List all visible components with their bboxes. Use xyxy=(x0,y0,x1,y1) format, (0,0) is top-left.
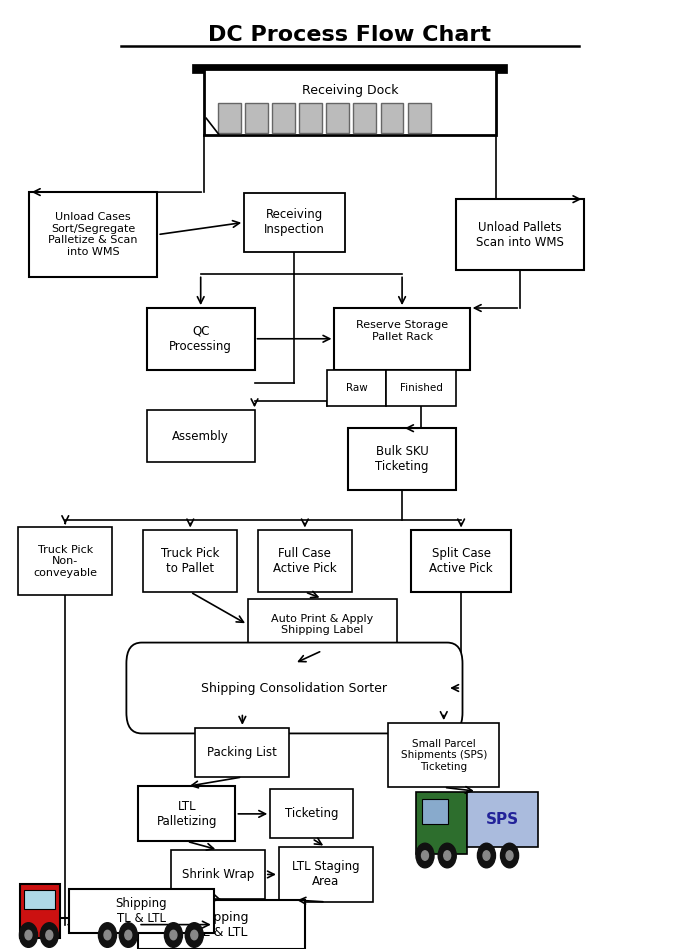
Bar xyxy=(328,370,386,406)
Bar xyxy=(172,850,265,899)
Text: DC Process Flow Chart: DC Process Flow Chart xyxy=(209,25,491,45)
Circle shape xyxy=(41,922,58,947)
Text: Auto Print & Apply
Shipping Label: Auto Print & Apply Shipping Label xyxy=(271,614,373,635)
Text: Unload Cases
Sort/Segregate
Palletize & Scan
into WMS: Unload Cases Sort/Segregate Palletize & … xyxy=(48,212,138,257)
Bar xyxy=(381,103,403,133)
Circle shape xyxy=(191,930,197,940)
Bar xyxy=(279,847,372,902)
Text: Truck Pick
to Pallet: Truck Pick to Pallet xyxy=(161,547,220,575)
Circle shape xyxy=(421,851,428,861)
Text: Shipping
TL & LTL: Shipping TL & LTL xyxy=(116,897,167,925)
Circle shape xyxy=(483,851,490,861)
Text: Full Case
Active Pick: Full Case Active Pick xyxy=(273,547,337,575)
Circle shape xyxy=(444,851,451,861)
Circle shape xyxy=(477,843,496,868)
Bar xyxy=(138,786,235,842)
Text: Assembly: Assembly xyxy=(172,429,229,443)
Text: Shipping Consolidation Sorter: Shipping Consolidation Sorter xyxy=(202,682,387,695)
Circle shape xyxy=(500,843,519,868)
Bar xyxy=(467,792,538,847)
Text: Reserve Storage
Pallet Rack: Reserve Storage Pallet Rack xyxy=(356,321,448,342)
Bar xyxy=(270,789,354,839)
Bar xyxy=(258,530,351,592)
Circle shape xyxy=(99,922,116,947)
Bar xyxy=(354,103,377,133)
Bar xyxy=(386,370,456,406)
Bar xyxy=(411,530,512,592)
Bar xyxy=(195,727,289,777)
Text: Split Case
Active Pick: Split Case Active Pick xyxy=(429,547,493,575)
Circle shape xyxy=(25,930,32,940)
Circle shape xyxy=(119,922,137,947)
Circle shape xyxy=(506,851,513,861)
Bar xyxy=(204,69,496,135)
Text: Truck Pick
Non-
conveyable: Truck Pick Non- conveyable xyxy=(34,545,97,578)
Circle shape xyxy=(20,922,38,947)
Text: Receiving Dock: Receiving Dock xyxy=(302,85,398,97)
Bar xyxy=(300,103,322,133)
Circle shape xyxy=(416,843,434,868)
Bar xyxy=(144,530,237,592)
Text: Unload Pallets
Scan into WMS: Unload Pallets Scan into WMS xyxy=(476,221,564,248)
Circle shape xyxy=(164,922,183,947)
Text: Raw: Raw xyxy=(346,383,368,393)
Text: Receiving
Inspection: Receiving Inspection xyxy=(264,208,325,236)
Text: Shipping
TL & LTL: Shipping TL & LTL xyxy=(195,911,248,939)
Bar xyxy=(335,308,470,369)
Bar xyxy=(218,103,241,133)
Text: LTL
Palletizing: LTL Palletizing xyxy=(157,800,217,828)
Bar xyxy=(326,103,349,133)
Circle shape xyxy=(170,930,177,940)
Circle shape xyxy=(438,843,456,868)
Circle shape xyxy=(46,930,52,940)
Text: Packing List: Packing List xyxy=(207,745,277,759)
Bar xyxy=(389,723,499,787)
Bar xyxy=(244,193,345,251)
Text: Ticketing: Ticketing xyxy=(285,807,339,821)
Text: LTL Staging
Area: LTL Staging Area xyxy=(292,861,360,888)
Text: Shrink Wrap: Shrink Wrap xyxy=(182,868,254,881)
Bar xyxy=(147,308,255,369)
FancyBboxPatch shape xyxy=(127,643,463,733)
Bar xyxy=(245,103,268,133)
Text: QC
Processing: QC Processing xyxy=(169,325,232,353)
Circle shape xyxy=(186,922,203,947)
Bar xyxy=(69,889,214,933)
Text: SPS: SPS xyxy=(486,812,519,826)
Bar xyxy=(147,410,255,463)
Text: Finished: Finished xyxy=(400,383,442,393)
Bar xyxy=(18,527,112,595)
Bar xyxy=(138,900,305,949)
Bar xyxy=(456,199,584,270)
Text: Small Parcel
Shipments (SPS)
Ticketing: Small Parcel Shipments (SPS) Ticketing xyxy=(400,739,487,772)
Bar xyxy=(29,192,158,277)
Bar xyxy=(24,890,55,909)
Bar xyxy=(349,428,456,489)
Bar xyxy=(407,103,430,133)
Bar xyxy=(272,103,295,133)
Bar xyxy=(20,884,60,938)
Text: Bulk SKU
Ticketing: Bulk SKU Ticketing xyxy=(375,445,429,473)
Circle shape xyxy=(104,930,111,940)
Bar xyxy=(416,792,467,854)
Bar xyxy=(421,800,448,824)
Circle shape xyxy=(125,930,132,940)
Bar xyxy=(248,599,397,650)
